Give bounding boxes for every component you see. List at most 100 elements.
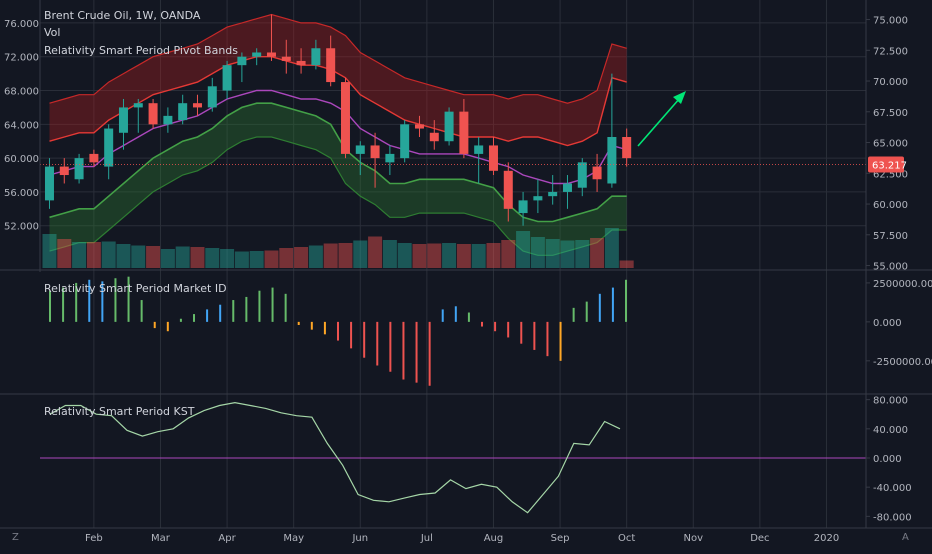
auto-scale-button[interactable]: A	[902, 532, 909, 543]
candle-body	[311, 48, 321, 66]
candle-body	[355, 145, 365, 154]
kst-tick-label: 0.000	[873, 454, 902, 465]
candle-body	[281, 56, 291, 61]
left-price-tick-label: 72.000	[4, 53, 39, 64]
volume-indicator-label[interactable]: Vol	[44, 26, 61, 39]
market-id-tick-label: 0.000	[873, 318, 902, 329]
candle-body	[266, 52, 276, 57]
time-axis-tick-label: Jul	[420, 533, 433, 544]
candle-body	[296, 60, 306, 66]
volume-bar	[516, 231, 531, 268]
upper-band-bottom-line	[49, 56, 627, 147]
pivot-bands-indicator-label[interactable]: Relativity Smart Period Pivot Bands	[44, 44, 239, 57]
volume-bar	[220, 249, 235, 268]
volume-bar	[42, 234, 57, 268]
volume-bar	[486, 243, 501, 268]
volume-bar	[116, 244, 131, 268]
candle-body	[429, 132, 439, 142]
volume-bar	[619, 260, 634, 268]
volume-bar	[323, 243, 338, 268]
symbol-title: Brent Crude Oil, 1W, OANDA	[44, 9, 201, 22]
right-price-tick-label: 65.000	[873, 139, 908, 150]
volume-bar	[456, 244, 471, 268]
pivot-mid-line	[49, 89, 627, 185]
left-price-tick-label: 56.000	[4, 188, 39, 199]
candle-body	[89, 153, 99, 163]
candle-body	[622, 137, 632, 159]
left-price-tick-label: 60.000	[4, 154, 39, 165]
volume-bar	[57, 239, 72, 268]
left-price-tick-label: 52.000	[4, 222, 39, 233]
volume-bar	[175, 246, 190, 268]
volume-bar	[146, 246, 161, 268]
candle-body	[44, 166, 54, 201]
lower-pivot-band	[49, 103, 627, 256]
candle-body	[192, 103, 202, 108]
volume-bar	[471, 244, 486, 268]
kst-tick-label: -40.000	[873, 483, 912, 494]
volume-bar	[205, 248, 220, 268]
candle-body	[488, 145, 498, 171]
candle-body	[592, 166, 602, 180]
candle-body	[385, 153, 395, 163]
time-axis-tick-label: Nov	[684, 533, 704, 544]
volume-bar	[294, 247, 309, 268]
volume-bar	[560, 240, 575, 268]
volume-bar	[427, 243, 442, 268]
market-id-pane-label[interactable]: Relativity Smart Period Market ID	[44, 282, 227, 295]
time-axis-tick-label: Sep	[551, 533, 570, 544]
volume-bar	[338, 243, 353, 268]
volume-bar	[368, 236, 383, 268]
volume-bar	[264, 250, 279, 268]
candle-body	[577, 162, 587, 188]
volume-bar	[72, 242, 87, 268]
candle-body	[237, 56, 247, 66]
volume-bar	[530, 237, 545, 268]
candle-body	[163, 115, 173, 125]
left-price-tick-label: 76.000	[4, 19, 39, 30]
right-price-tick-label: 70.000	[873, 77, 908, 88]
time-axis-tick-label: Dec	[750, 533, 769, 544]
right-price-tick-label: 75.000	[873, 16, 908, 27]
kst-tick-label: 40.000	[873, 425, 908, 436]
market-id-tick-label: -2500000.000	[873, 357, 932, 368]
right-price-tick-label: 62.500	[873, 169, 908, 180]
auto-zoom-button[interactable]: Z	[12, 532, 19, 543]
candle-body	[474, 145, 484, 154]
candle-body	[148, 103, 158, 125]
candle-body	[459, 111, 469, 154]
volume-bar	[604, 228, 619, 268]
candle-body	[59, 166, 69, 176]
candle-body	[370, 145, 380, 159]
volume-bar	[545, 239, 560, 268]
time-axis-tick-label: May	[283, 533, 304, 544]
candle-body	[178, 103, 188, 121]
upper-pivot-band	[49, 14, 627, 146]
time-axis-tick-label: Jun	[351, 533, 368, 544]
volume-bar	[412, 244, 427, 268]
candle-body	[326, 48, 336, 83]
candle-body	[533, 196, 543, 201]
volume-bar	[590, 238, 605, 268]
volume-bar	[234, 251, 249, 268]
time-axis-tick-label: 2020	[814, 533, 839, 544]
volume-bar	[131, 245, 146, 268]
candle-body	[400, 124, 410, 159]
candle-body	[414, 124, 424, 129]
right-price-tick-label: 67.500	[873, 108, 908, 119]
volume-bar	[308, 245, 323, 268]
last-price-tag-text: 63.217	[872, 160, 907, 171]
right-price-tick-label: 72.500	[873, 46, 908, 57]
volume-bar	[442, 243, 457, 268]
candle-body	[252, 52, 262, 57]
time-axis-tick-label: Oct	[618, 533, 635, 544]
kst-pane-label[interactable]: Relativity Smart Period KST	[44, 405, 195, 418]
time-axis-tick-label: Aug	[484, 533, 504, 544]
candle-body	[562, 183, 572, 192]
lower-band-bottom-line	[49, 136, 627, 256]
candle-body	[133, 103, 143, 108]
upper-band-top-line	[49, 13, 627, 104]
candle-body	[118, 107, 128, 133]
